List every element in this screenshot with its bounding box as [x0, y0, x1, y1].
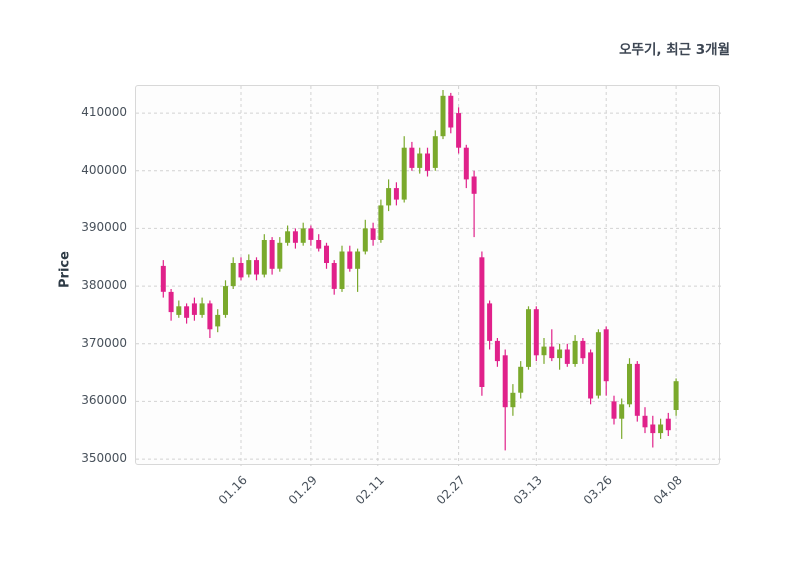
candle-body — [331, 263, 337, 289]
candle-body — [269, 240, 275, 269]
y-tick-label: 390000 — [81, 220, 127, 235]
candle-body — [658, 424, 664, 434]
candle-body — [176, 306, 182, 315]
candle-body — [238, 263, 244, 278]
candle-body — [308, 228, 314, 240]
candle-body — [292, 231, 298, 243]
candle-body — [619, 404, 625, 419]
candle-body — [347, 251, 353, 269]
candle-body — [665, 418, 671, 431]
candle-body — [207, 303, 213, 330]
candle-body — [541, 346, 547, 356]
y-tick-label: 380000 — [81, 278, 127, 293]
candle-body — [230, 263, 236, 287]
candle-body — [432, 136, 438, 168]
candle-body — [502, 355, 508, 408]
chart-title: 오뚜기, 최근 3개월 — [619, 42, 730, 58]
x-tick-label: 02.11 — [352, 473, 387, 508]
candle-body — [378, 205, 384, 240]
candles-svg — [136, 86, 721, 466]
candle-body — [324, 245, 329, 263]
candle-body — [339, 251, 345, 289]
candle-body — [456, 113, 462, 148]
y-tick-label: 400000 — [81, 162, 127, 177]
candle-body — [168, 291, 174, 313]
candle-body — [603, 329, 609, 382]
y-axis-label: Price — [57, 251, 73, 288]
candle-body — [572, 340, 578, 364]
candle-body — [580, 340, 586, 359]
candle-body — [564, 349, 570, 364]
candle-body — [611, 401, 617, 419]
candle-body — [487, 303, 493, 341]
candle-body — [277, 242, 283, 269]
y-tick-label: 360000 — [81, 393, 127, 408]
candle-body — [479, 257, 485, 387]
candle-body — [355, 251, 361, 269]
candle-body — [191, 303, 197, 315]
y-tick-label: 370000 — [81, 335, 127, 350]
candle-body — [526, 309, 531, 367]
candle-body — [494, 340, 500, 362]
candle-body — [588, 352, 594, 399]
candle-body — [393, 188, 399, 200]
candle-body — [300, 228, 306, 243]
candle-body — [471, 176, 477, 194]
x-tick-label: 01.29 — [285, 473, 320, 508]
candle-body — [401, 147, 407, 200]
candle-body — [440, 95, 446, 137]
candle-body — [409, 147, 415, 168]
candle-body — [557, 349, 563, 359]
candle-body — [627, 363, 632, 405]
candle-body — [510, 392, 516, 408]
candle-body — [246, 260, 252, 275]
candle-body — [316, 240, 322, 249]
candle-body — [673, 381, 679, 410]
candle-body — [223, 286, 228, 315]
candle-body — [425, 153, 430, 171]
candle-body — [549, 346, 555, 359]
candle-body — [261, 240, 267, 275]
y-tick-label: 350000 — [81, 451, 127, 466]
candle-body — [634, 363, 640, 416]
y-tick-label: 410000 — [81, 105, 127, 120]
plot-area — [135, 85, 721, 466]
candle-body — [386, 188, 392, 206]
candle-body — [518, 366, 524, 393]
x-tick-label: 01.16 — [215, 473, 250, 508]
candle-body — [199, 303, 205, 315]
x-tick-label: 03.13 — [510, 473, 546, 508]
candle-body — [362, 228, 368, 252]
candle-body — [184, 306, 190, 318]
candle-body — [533, 309, 539, 356]
candle-body — [463, 147, 469, 180]
candle-body — [215, 314, 221, 327]
candle-body — [650, 424, 656, 434]
x-tick-label: 02.27 — [433, 473, 468, 508]
candle-body — [417, 153, 423, 168]
candle-body — [448, 95, 454, 128]
x-tick-label: 04.08 — [650, 473, 686, 508]
candle-body — [370, 228, 376, 240]
candle-body — [160, 265, 166, 292]
x-tick-label: 03.26 — [580, 473, 616, 508]
candle-body — [595, 332, 601, 396]
candle-body — [285, 231, 291, 243]
candle-body — [642, 415, 648, 428]
candle-body — [254, 260, 259, 275]
